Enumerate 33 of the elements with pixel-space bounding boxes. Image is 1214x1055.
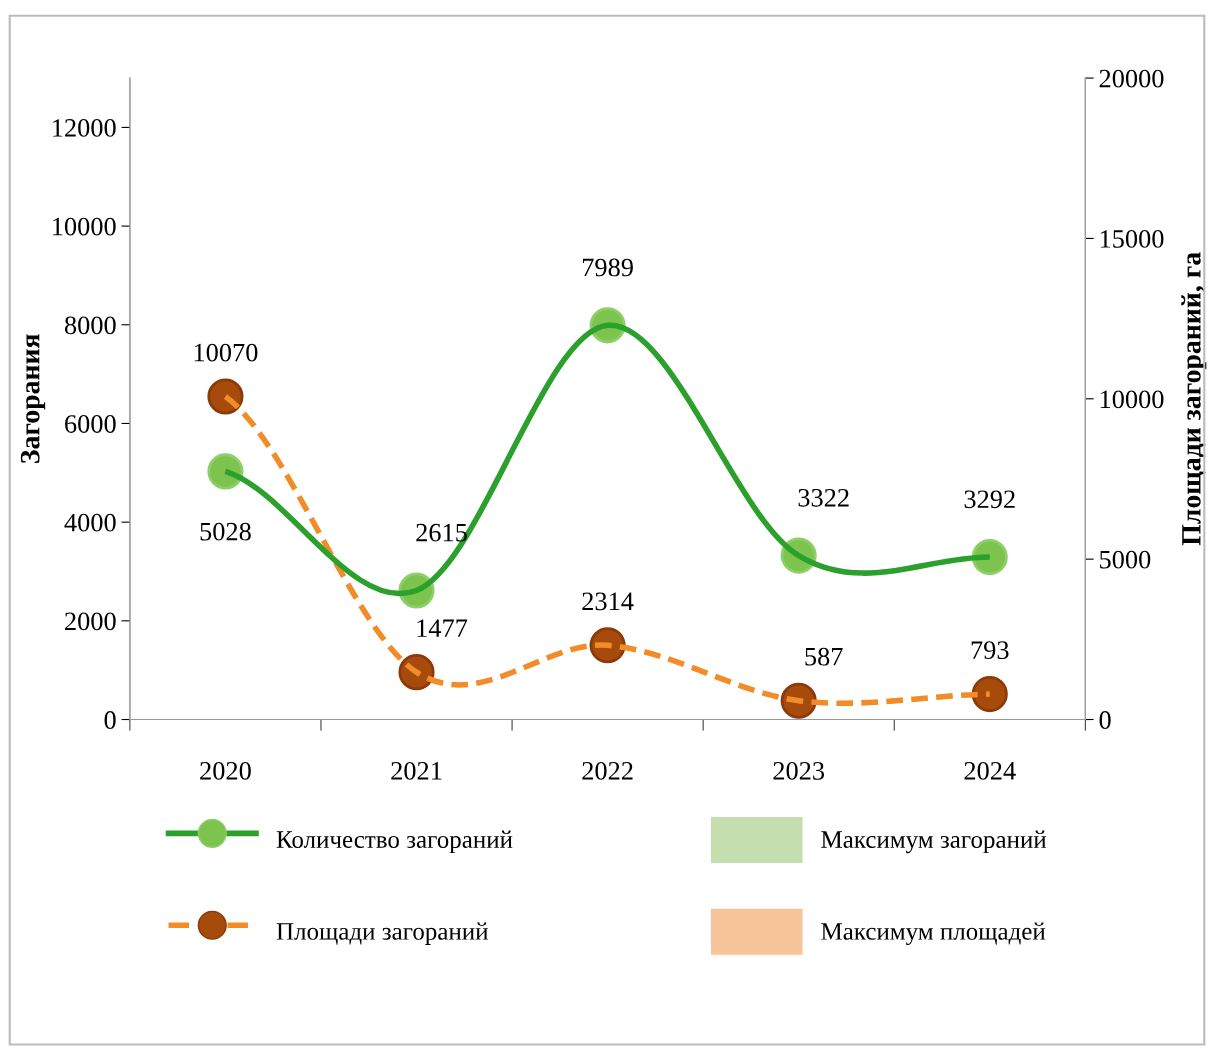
y2-tick-label: 10000 bbox=[1100, 390, 1164, 409]
data-label: 793 bbox=[971, 641, 1009, 660]
y2-tick-label: 0 bbox=[1099, 711, 1111, 729]
data-label: 10070 bbox=[194, 343, 258, 362]
y-tick-label: 12000 bbox=[53, 119, 116, 137]
data-label: 3292 bbox=[964, 490, 1015, 509]
data-label: 2615 bbox=[416, 523, 467, 542]
x-tick-label: 2022 bbox=[582, 761, 633, 780]
y-axis-title: Загорания bbox=[20, 334, 46, 463]
legend-label: Количество загораний bbox=[276, 830, 513, 854]
x-tick-label: 2020 bbox=[200, 761, 251, 780]
y-tick-label: 10000 bbox=[53, 217, 116, 236]
legend-label: Площади загораний bbox=[276, 922, 488, 945]
data-label: 1477 bbox=[417, 619, 468, 637]
legend-label: Максимум площадей bbox=[821, 922, 1046, 945]
legend-label: Максимум загораний bbox=[821, 830, 1047, 854]
x-tick-label: 2021 bbox=[391, 761, 442, 780]
y-tick-label: 6000 bbox=[65, 415, 116, 433]
x-tick-label: 2023 bbox=[773, 761, 825, 780]
data-label: 5028 bbox=[200, 522, 251, 541]
y-tick-label: 4000 bbox=[64, 513, 116, 532]
data-label: 587 bbox=[805, 647, 843, 666]
y-tick-label: 8000 bbox=[64, 316, 116, 335]
data-label: 2314 bbox=[582, 592, 634, 611]
x-tick-label: 2024 bbox=[964, 761, 1016, 780]
y2-tick-label: 5000 bbox=[1100, 550, 1151, 569]
y2-axis-title: Площади загораний, га bbox=[1181, 252, 1207, 546]
y2-tick-label: 20000 bbox=[1099, 69, 1164, 88]
y2-tick-label: 15000 bbox=[1100, 230, 1164, 248]
y-tick-label: 0 bbox=[104, 711, 116, 729]
data-label: 7989 bbox=[582, 258, 633, 277]
data-label: 3322 bbox=[798, 488, 849, 507]
y-tick-label: 2000 bbox=[65, 612, 116, 631]
